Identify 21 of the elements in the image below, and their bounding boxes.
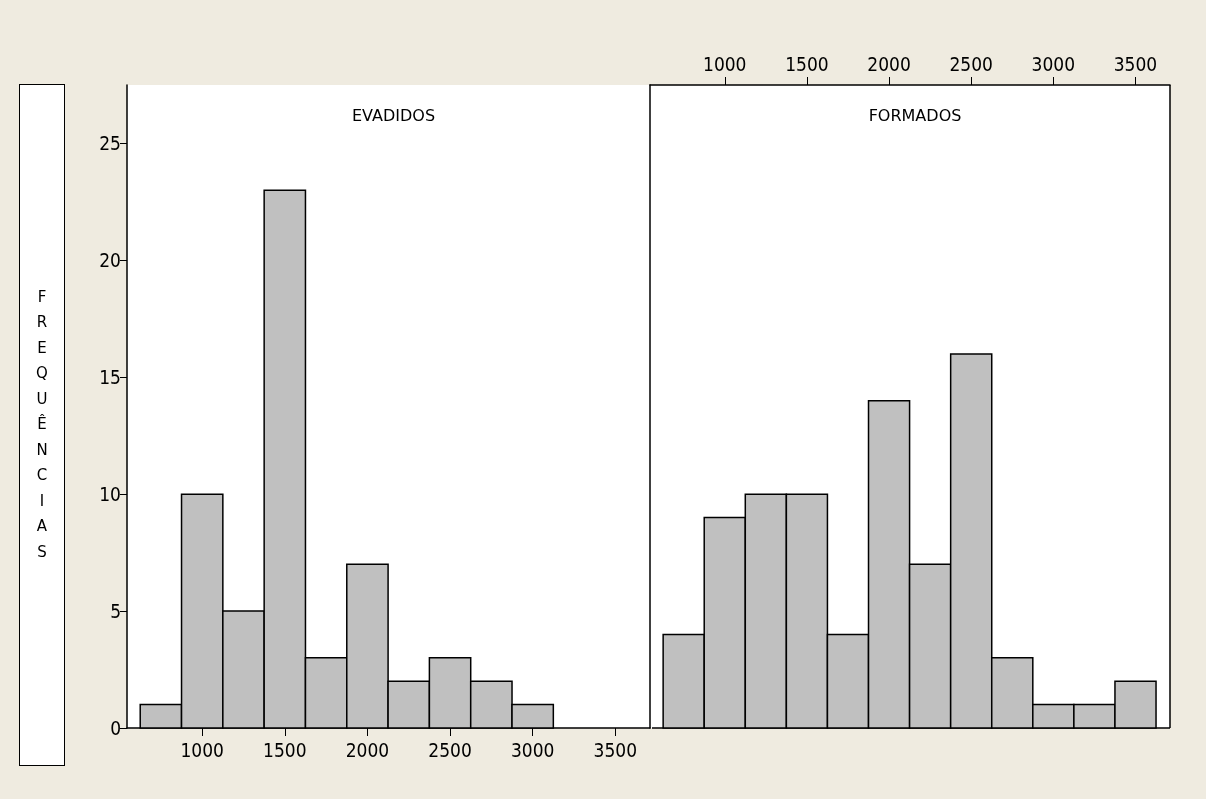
x-tick-label: 2000 — [867, 52, 911, 75]
x-tick-label: 3500 — [593, 738, 638, 761]
x-tick-label: 1500 — [785, 52, 829, 75]
text: EVADIDOS — [351, 105, 436, 125]
x-tick-label: 1000 — [703, 52, 747, 75]
y-tick-label: 0 — [110, 717, 121, 739]
x-tick-label: 2500 — [949, 52, 993, 75]
x-tick-label: 3000 — [1031, 52, 1076, 75]
x-tick-label: 2000 — [345, 738, 390, 761]
x-tick-label: 2500 — [428, 738, 472, 761]
y-tick-label: 20 — [99, 249, 121, 272]
text: FORMADOS — [868, 105, 962, 125]
x-tick-label: 1500 — [263, 738, 307, 761]
y-tick-label: 15 — [99, 366, 121, 389]
y-tick-label: 10 — [99, 483, 121, 506]
x-tick-label: 3500 — [1113, 52, 1158, 75]
x-tick-label: 1000 — [180, 738, 224, 761]
text: FREQUÊNCIAS — [36, 287, 48, 561]
x-tick-label: 3000 — [510, 738, 555, 761]
y-tick-label: 25 — [99, 132, 121, 155]
y-tick-label: 5 — [110, 600, 121, 623]
